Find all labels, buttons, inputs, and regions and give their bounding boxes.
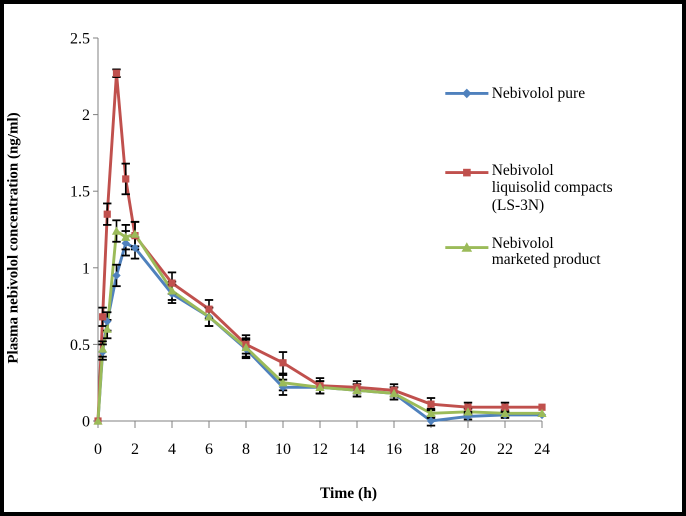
svg-text:18: 18 bbox=[423, 441, 439, 458]
svg-text:2: 2 bbox=[131, 441, 139, 458]
svg-text:2.5: 2.5 bbox=[70, 31, 90, 48]
svg-text:24: 24 bbox=[534, 441, 550, 458]
svg-text:1.5: 1.5 bbox=[70, 184, 90, 201]
svg-text:6: 6 bbox=[205, 441, 213, 458]
svg-text:20: 20 bbox=[460, 441, 476, 458]
svg-text:0: 0 bbox=[94, 441, 102, 458]
svg-text:4: 4 bbox=[168, 441, 176, 458]
svg-text:1: 1 bbox=[82, 260, 90, 277]
svg-text:0: 0 bbox=[82, 414, 90, 431]
svg-text:2: 2 bbox=[82, 107, 90, 124]
svg-text:22: 22 bbox=[497, 441, 513, 458]
svg-text:10: 10 bbox=[275, 441, 291, 458]
svg-text:0.5: 0.5 bbox=[70, 337, 90, 354]
svg-text:16: 16 bbox=[386, 441, 402, 458]
svg-text:12: 12 bbox=[312, 441, 328, 458]
svg-text:14: 14 bbox=[349, 441, 365, 458]
svg-text:8: 8 bbox=[242, 441, 250, 458]
